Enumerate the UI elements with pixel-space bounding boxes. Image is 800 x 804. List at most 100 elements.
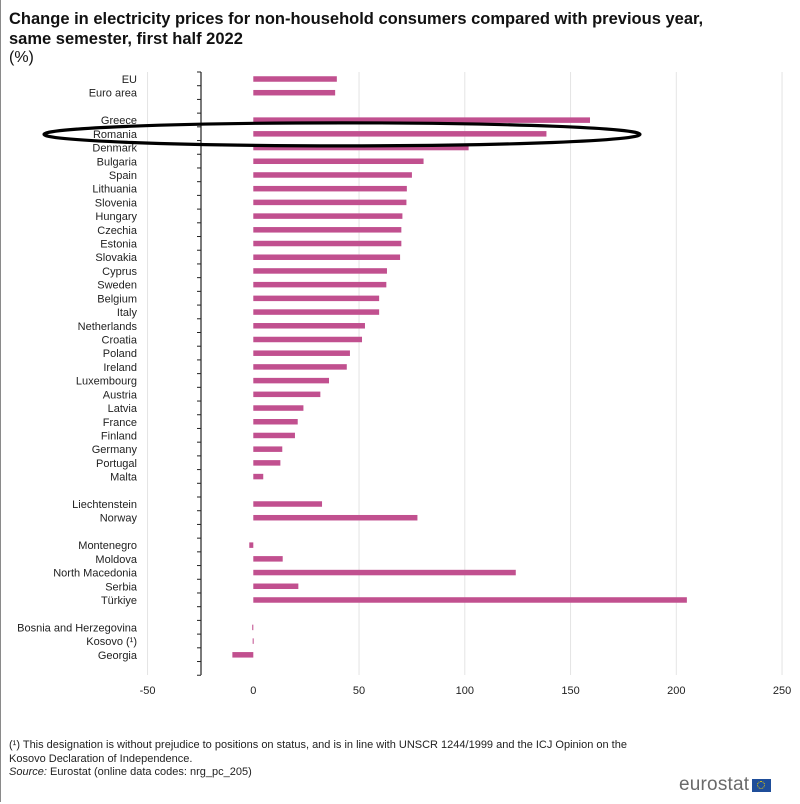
bar-poland [253, 350, 350, 356]
eu-flag-icon [752, 778, 772, 792]
x-tick-label: 100 [456, 685, 474, 697]
bar-euro-area [253, 89, 336, 96]
bar-slovakia [253, 254, 401, 260]
gridlines [147, 72, 783, 675]
source-line: Source: Eurostat (online data codes: nrg… [9, 766, 649, 780]
category-label: Ireland [103, 362, 137, 374]
source-text: Eurostat (online data codes: nrg_pc_205) [46, 766, 252, 778]
bar-portugal [253, 460, 281, 466]
bar-serbia [253, 583, 299, 590]
bar-denmark [253, 144, 469, 151]
category-label: Germany [92, 444, 138, 456]
bar-hungary [253, 213, 403, 219]
category-label: Hungary [95, 211, 137, 223]
category-label: Portugal [96, 458, 137, 470]
bar-belgium [253, 295, 380, 302]
category-label: Georgia [98, 650, 138, 662]
category-label: Norway [100, 513, 138, 525]
category-label: Italy [117, 307, 138, 319]
bar-finland [253, 432, 295, 439]
category-label: EU [122, 74, 137, 86]
bar-austria [253, 391, 321, 398]
x-tick-label: 50 [353, 685, 365, 697]
highlight-ellipse [42, 121, 642, 148]
bar-latvia [253, 405, 304, 411]
category-label: Finland [101, 430, 137, 442]
category-label: Lithuania [92, 184, 138, 196]
source-label: Source: [9, 766, 47, 778]
bar-montenegro [249, 542, 254, 548]
category-label: Austria [103, 389, 138, 401]
category-label: Malta [110, 472, 138, 484]
bar-slovenia [253, 199, 407, 206]
category-label: Moldova [95, 554, 137, 566]
bar-bosnia-and-herzegovina [252, 624, 254, 631]
category-label: Bulgaria [97, 156, 138, 168]
bar-lithuania [253, 185, 407, 192]
category-label: Kosovo (¹) [86, 636, 137, 648]
x-tick-label: 0 [250, 685, 256, 697]
category-label: Czechia [97, 225, 138, 237]
bar-north-macedonia [253, 569, 516, 576]
x-tick-label: -50 [140, 685, 156, 697]
x-tick-label: 250 [773, 685, 791, 697]
bar-moldova [253, 556, 283, 562]
category-label: Cyprus [102, 266, 137, 278]
category-label: Türkiye [101, 595, 137, 607]
bar-sweden [253, 281, 387, 288]
bar-germany [253, 446, 283, 452]
category-label: Greece [101, 115, 137, 127]
bar-eu [253, 76, 337, 82]
category-label: Serbia [105, 581, 138, 593]
category-label: Latvia [108, 403, 138, 415]
bar-greece [253, 117, 591, 123]
category-label: Belgium [97, 293, 137, 305]
category-label: Slovakia [95, 252, 137, 264]
bar-kosovo [252, 638, 254, 644]
category-label: Denmark [92, 143, 137, 155]
bar-t-rkiye [253, 597, 687, 603]
footnote: (¹) This designation is without prejudic… [9, 739, 649, 780]
category-label: Estonia [100, 239, 138, 251]
annotations [42, 121, 642, 148]
bar-france [253, 419, 298, 425]
category-label: France [103, 417, 137, 429]
bar-bulgaria [253, 158, 424, 165]
bar-italy [253, 309, 380, 315]
bar-romania [253, 131, 547, 137]
x-tick-label: 200 [667, 685, 685, 697]
bar-spain [253, 172, 412, 178]
category-label: Croatia [102, 334, 138, 346]
category-label: Netherlands [78, 321, 138, 333]
bar-estonia [253, 240, 402, 247]
category-label: Euro area [89, 88, 138, 100]
bar-liechtenstein [253, 501, 323, 507]
x-tick-label: 150 [561, 685, 579, 697]
category-label: Liechtenstein [72, 499, 137, 511]
category-label: North Macedonia [53, 568, 138, 580]
logo-text: eurostat [679, 774, 750, 795]
chart-unit: (%) [9, 49, 34, 66]
bar-norway [253, 514, 418, 521]
bar-ireland [253, 364, 347, 370]
bar-georgia [232, 652, 254, 658]
bars [232, 76, 687, 658]
x-tick-labels: -50 0 50 100 150 200 250 [140, 685, 792, 697]
category-label: Poland [103, 348, 137, 360]
category-label: Luxembourg [76, 376, 137, 388]
category-label: Sweden [97, 280, 137, 292]
bar-croatia [253, 336, 363, 343]
bar-cyprus [253, 268, 387, 274]
category-label: Bosnia and Herzegovina [17, 622, 138, 634]
bar-malta [253, 473, 264, 480]
bar-czechia [253, 227, 402, 233]
category-label: Romania [93, 129, 138, 141]
footnote-note: (¹) This designation is without prejudic… [9, 739, 627, 765]
bar-netherlands [253, 323, 365, 329]
category-axis [197, 71, 202, 676]
category-label: Montenegro [78, 540, 137, 552]
bar-luxembourg [253, 377, 330, 384]
